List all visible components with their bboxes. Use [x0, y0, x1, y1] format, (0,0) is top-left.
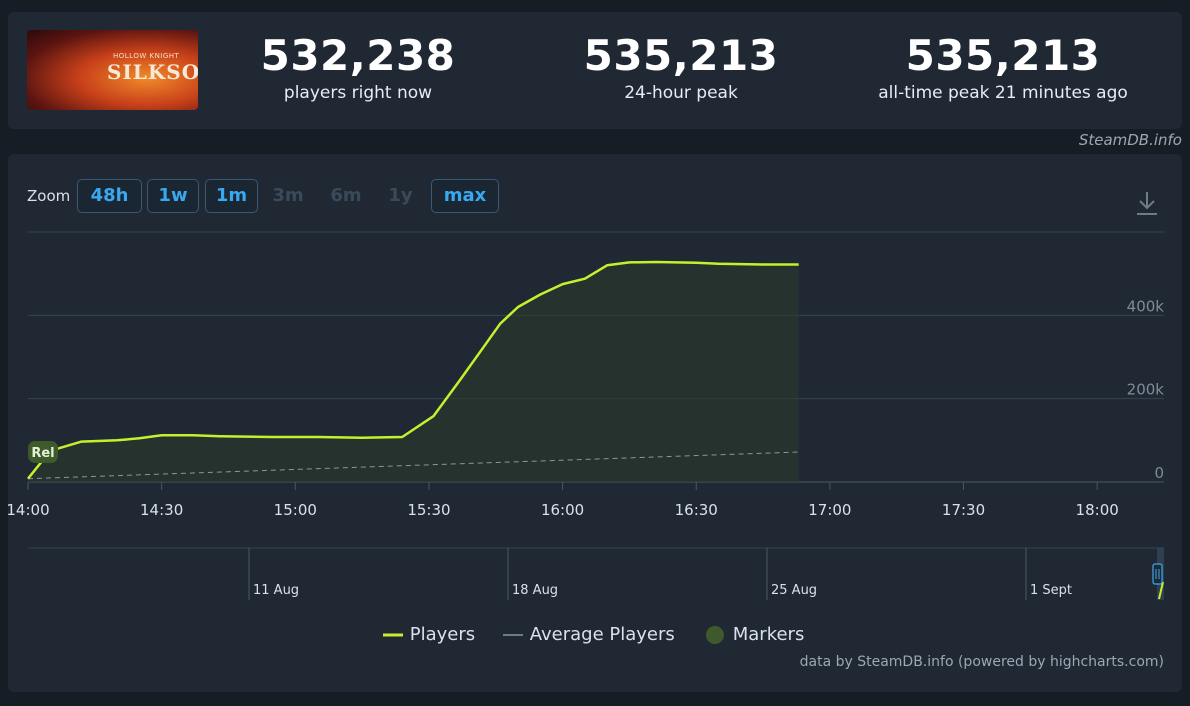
legend-average-label: Average Players: [529, 624, 675, 645]
navigator-label: 25 Aug: [771, 583, 817, 598]
zoom-6m-button[interactable]: 6m: [330, 185, 362, 206]
x-tick-label: 16:30: [675, 501, 718, 519]
stat-current-value: 532,238: [260, 31, 456, 80]
legend-markers-label: Markers: [732, 624, 805, 645]
stat-alltime-label: all-time peak 21 minutes ago: [878, 83, 1128, 103]
legend-markers-swatch: [706, 626, 724, 644]
stats-card: HOLLOW KNIGHT SILKSONG 532,238 players r…: [8, 12, 1182, 129]
average-line: [27, 451, 799, 480]
legend-average[interactable]: Average Players: [502, 624, 675, 645]
players-area: [28, 262, 799, 482]
x-tick-label: 16:00: [541, 501, 584, 519]
players-line: [27, 260, 799, 480]
y-tick-label: 200k: [1127, 381, 1165, 399]
download-icon[interactable]: [1134, 190, 1160, 218]
game-capsule-image[interactable]: HOLLOW KNIGHT SILKSONG: [27, 30, 198, 110]
chart-card: Zoom 48h 1w 1m 3m 6m 1y max 0 200k 400k 14…: [8, 154, 1182, 692]
legend-players[interactable]: Players: [382, 624, 475, 645]
stat-current: 532,238 players right now: [238, 30, 478, 104]
x-tick-label: 14:00: [8, 501, 50, 519]
zoom-3m-button[interactable]: 3m: [272, 185, 304, 206]
zoom-1m-button[interactable]: 1m: [205, 179, 258, 213]
capsule-logo-small: HOLLOW KNIGHT: [113, 52, 180, 60]
highcharts-credit[interactable]: data by SteamDB.info (powered by highcha…: [799, 654, 1164, 670]
navigator-series: [1158, 581, 1164, 600]
x-tick-label: 15:00: [274, 501, 317, 519]
x-tick-label: 14:30: [140, 501, 183, 519]
stat-all-time-peak: 535,213 all-time peak 21 minutes ago: [860, 30, 1146, 104]
legend-average-swatch: [503, 634, 523, 636]
legend-players-label: Players: [409, 624, 476, 645]
x-tick-label: 17:30: [942, 501, 985, 519]
stat-current-label: players right now: [283, 83, 433, 103]
navigator-handle[interactable]: [1152, 563, 1163, 585]
chart-svg: 0 200k 400k 14:00 14:30 15:00 15:30 16:00 16:30…: [8, 231, 1165, 600]
zoom-1w-button[interactable]: 1w: [147, 179, 199, 213]
y-tick-label: 0: [1154, 464, 1164, 482]
y-tick-label: 400k: [1127, 297, 1165, 315]
capsule-logo-main: SILKSONG: [107, 60, 198, 84]
stat-24h-value: 535,213: [583, 31, 779, 80]
zoom-48h-button[interactable]: 48h: [77, 179, 142, 213]
zoom-1y-button[interactable]: 1y: [388, 185, 413, 206]
x-tick-label: 15:30: [407, 501, 450, 519]
stat-24h-peak: 535,213 24-hour peak: [561, 30, 801, 104]
legend-markers[interactable]: Markers: [705, 624, 804, 645]
stat-alltime-value: 535,213: [905, 31, 1101, 80]
zoom-label: Zoom: [27, 187, 71, 205]
x-tick-label: 17:00: [808, 501, 851, 519]
marker-rel-badge: [28, 441, 58, 463]
zoom-max-button[interactable]: max: [431, 179, 499, 213]
x-tick-label: 18:00: [1076, 501, 1119, 519]
stat-24h-label: 24-hour peak: [624, 83, 738, 103]
marker-rel-label: Rel: [31, 446, 54, 461]
navigator-label: 11 Aug: [253, 583, 299, 598]
steamdb-credit-top[interactable]: SteamDB.info: [1078, 131, 1182, 149]
navigator-label: 18 Aug: [512, 583, 558, 598]
navigator-label: 1 Sept: [1030, 583, 1072, 598]
legend-players-swatch: [383, 633, 403, 637]
